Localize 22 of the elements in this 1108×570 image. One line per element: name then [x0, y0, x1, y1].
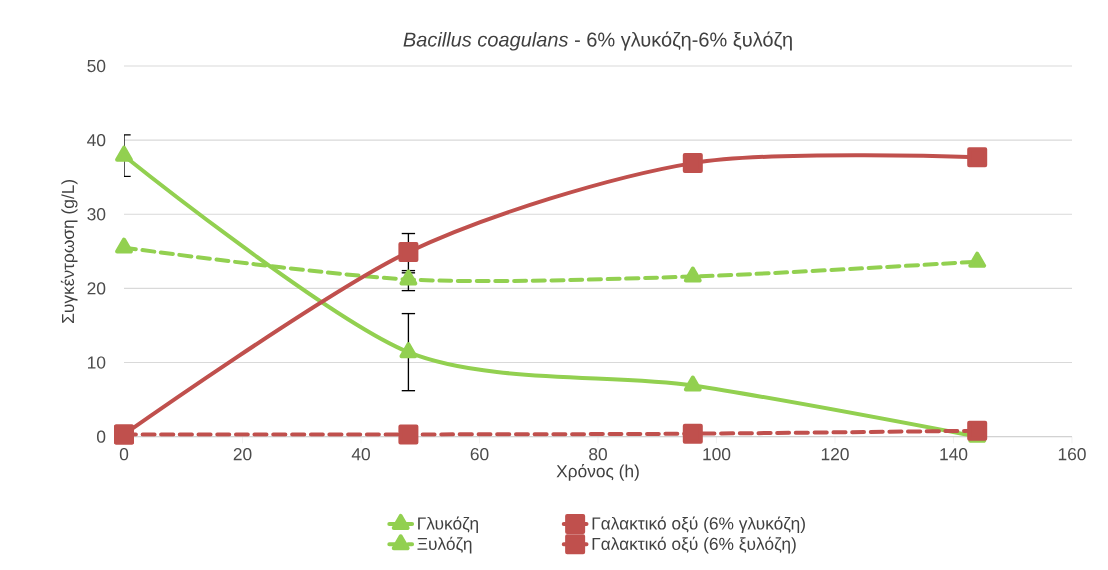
x-tick-label: 60: [470, 448, 489, 461]
legend-label: Ξυλόζη: [417, 536, 472, 554]
x-tick-label: 140: [940, 448, 968, 461]
y-tick-label: 10: [88, 356, 106, 369]
legend-label: Γαλακτικό οξύ (6% ξυλόζη): [592, 536, 796, 554]
x-tick-label: 80: [589, 448, 607, 461]
legend-label: Γλυκόζη: [418, 516, 478, 534]
chart-title: Bacillus coagulans - 6% γλυκόζη-6% ξυλόζη: [403, 31, 792, 51]
y-tick-label: 30: [87, 208, 106, 221]
x-tick-label: 40: [351, 448, 370, 461]
x-axis-title: Χρόνος (h): [556, 464, 639, 481]
legend-label: Γαλακτικό οξύ (6% γλυκόζη): [592, 516, 805, 534]
y-tick-label: 50: [87, 59, 106, 73]
y-tick-label: 0: [96, 430, 106, 443]
x-tick-label: 100: [703, 448, 731, 461]
x-tick-label: 20: [233, 448, 252, 461]
x-tick-label: 160: [1058, 448, 1086, 461]
y-axis-title: Συγκέντρωση (g/L): [60, 179, 78, 323]
x-tick-label: 0: [119, 448, 129, 461]
y-tick-label: 20: [87, 282, 106, 295]
x-tick-label: 120: [821, 448, 849, 461]
y-tick-label: 40: [87, 133, 106, 147]
